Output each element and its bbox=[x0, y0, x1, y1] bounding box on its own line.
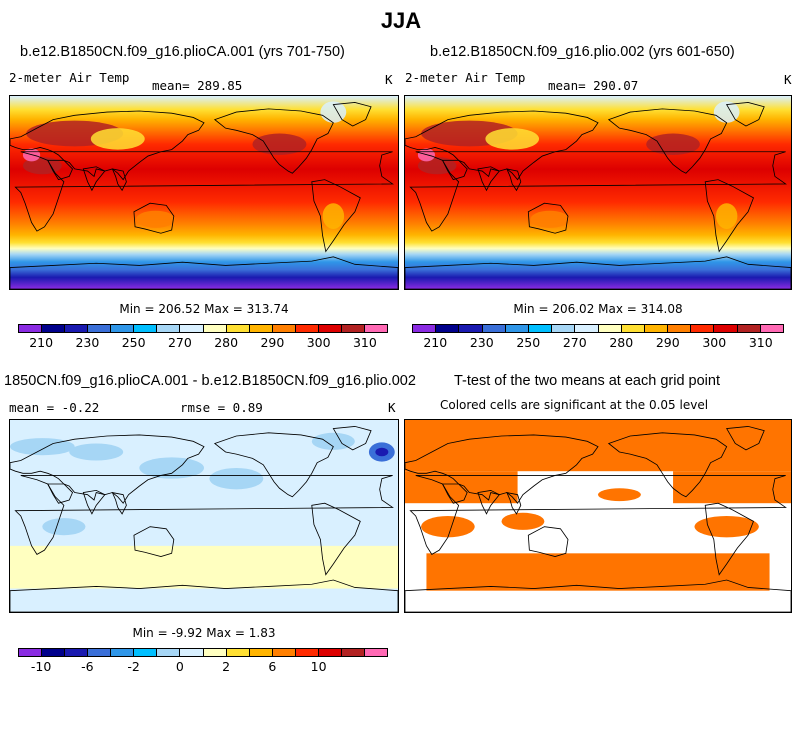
colorbar-tick-label: 250 bbox=[121, 335, 146, 350]
colorbar-box bbox=[505, 325, 529, 332]
colorbar-box bbox=[203, 649, 227, 656]
colorbar-box bbox=[575, 325, 599, 332]
colorbar-tick-label: 310 bbox=[352, 335, 377, 350]
panel3-title: 1850CN.f09_g16.plioCA.001 - b.e12.B1850C… bbox=[4, 373, 416, 389]
colorbar-box bbox=[42, 325, 66, 332]
colorbar-tick-label: 310 bbox=[748, 335, 773, 350]
colorbar-tick-label: 6 bbox=[268, 659, 277, 674]
colorbar-box bbox=[134, 325, 158, 332]
colorbar-tick-label: -6 bbox=[81, 659, 94, 674]
panel1-temperature-map bbox=[9, 95, 399, 290]
panel1-colorbar bbox=[18, 324, 388, 333]
colorbar-box bbox=[249, 649, 273, 656]
panel1-colorbar-ticks: 210 230 250 270 280 290 300 310 bbox=[18, 335, 388, 351]
panel3-rmse: rmse = 0.89 bbox=[180, 400, 263, 415]
colorbar-box bbox=[272, 325, 296, 332]
colorbar-box bbox=[341, 649, 365, 656]
colorbar-box bbox=[65, 325, 89, 332]
colorbar-tick-label: 280 bbox=[214, 335, 239, 350]
colorbar-box bbox=[157, 325, 181, 332]
colorbar-tick-label: 210 bbox=[29, 335, 54, 350]
panel1-variable: 2-meter Air Temp bbox=[9, 70, 130, 85]
colorbar-box bbox=[598, 325, 622, 332]
colorbar-box bbox=[157, 649, 181, 656]
colorbar-box bbox=[180, 649, 204, 656]
colorbar-box bbox=[134, 649, 158, 656]
panel4-subtitle: Colored cells are significant at the 0.0… bbox=[440, 398, 709, 412]
colorbar-tick-label: -10 bbox=[30, 659, 52, 674]
panel2-units: K bbox=[784, 72, 792, 87]
colorbar-box bbox=[621, 325, 645, 332]
colorbar-tick-label: 2 bbox=[222, 659, 231, 674]
colorbar-box bbox=[226, 325, 250, 332]
colorbar-box bbox=[88, 325, 112, 332]
colorbar-tick-label: 250 bbox=[516, 335, 541, 350]
panel2-title: b.e12.B1850CN.f09_g16.plio.002 (yrs 601-… bbox=[430, 44, 735, 60]
colorbar-box bbox=[111, 325, 135, 332]
colorbar-box bbox=[436, 325, 460, 332]
colorbar-box bbox=[249, 325, 273, 332]
colorbar-box bbox=[528, 325, 553, 332]
panel1-minmax: Min = 206.52 Max = 313.74 bbox=[119, 302, 289, 316]
panel3-colorbar bbox=[18, 648, 388, 657]
colorbar-box bbox=[364, 649, 387, 656]
colorbar-tick-label: 290 bbox=[260, 335, 285, 350]
colorbar-tick-label: 300 bbox=[306, 335, 331, 350]
panel3-difference-map bbox=[9, 419, 399, 613]
colorbar-box bbox=[318, 649, 342, 656]
panel3-mean: mean = -0.22 bbox=[9, 400, 100, 415]
colorbar-tick-label: 270 bbox=[167, 335, 192, 350]
colorbar-box bbox=[714, 325, 738, 332]
panel1-title: b.e12.B1850CN.f09_g16.plioCA.001 (yrs 70… bbox=[20, 44, 345, 60]
colorbar-box bbox=[459, 325, 483, 332]
panel2-temperature-map bbox=[404, 95, 792, 290]
colorbar-box bbox=[226, 649, 250, 656]
colorbar-box bbox=[760, 325, 783, 332]
colorbar-box bbox=[482, 325, 506, 332]
colorbar-tick-label: 230 bbox=[75, 335, 100, 350]
panel3-colorbar-ticks: -10 -6 -2 0 2 6 10 bbox=[18, 659, 388, 675]
colorbar-tick-label: 300 bbox=[702, 335, 727, 350]
colorbar-tick-label: 280 bbox=[609, 335, 634, 350]
colorbar-box bbox=[203, 325, 227, 332]
colorbar-tick-label: 210 bbox=[423, 335, 448, 350]
colorbar-box bbox=[644, 325, 669, 332]
panel3-minmax: Min = -9.92 Max = 1.83 bbox=[132, 626, 276, 640]
panel3-units: K bbox=[388, 400, 396, 415]
colorbar-box bbox=[19, 649, 43, 656]
main-title: JJA bbox=[380, 8, 422, 33]
panel4-title: T-test of the two means at each grid poi… bbox=[454, 373, 720, 389]
colorbar-box bbox=[19, 325, 43, 332]
colorbar-tick-label: 290 bbox=[655, 335, 680, 350]
panel2-minmax: Min = 206.02 Max = 314.08 bbox=[513, 302, 683, 316]
panel2-colorbar bbox=[412, 324, 784, 333]
colorbar-box bbox=[180, 325, 204, 332]
panel2-colorbar-ticks: 210 230 250 270 280 290 300 310 bbox=[412, 335, 784, 351]
colorbar-tick-label: 230 bbox=[469, 335, 494, 350]
colorbar-box bbox=[318, 325, 342, 332]
panel4-significance-map bbox=[404, 419, 792, 613]
colorbar-box bbox=[552, 325, 576, 332]
colorbar-box bbox=[737, 325, 761, 332]
panel2-mean: mean= 290.07 bbox=[548, 78, 639, 93]
colorbar-box bbox=[272, 649, 296, 656]
colorbar-box bbox=[668, 325, 692, 332]
colorbar-box bbox=[341, 325, 365, 332]
panel1-mean: mean= 289.85 bbox=[152, 78, 243, 93]
colorbar-box bbox=[413, 325, 437, 332]
colorbar-box bbox=[111, 649, 135, 656]
colorbar-tick-label: 0 bbox=[175, 659, 184, 674]
colorbar-box bbox=[295, 649, 319, 656]
colorbar-tick-label: 270 bbox=[562, 335, 587, 350]
colorbar-box bbox=[295, 325, 319, 332]
colorbar-box bbox=[691, 325, 715, 332]
colorbar-box bbox=[364, 325, 387, 332]
colorbar-box bbox=[65, 649, 89, 656]
colorbar-box bbox=[42, 649, 66, 656]
colorbar-tick-label: -2 bbox=[127, 659, 140, 674]
panel1-units: K bbox=[385, 72, 393, 87]
panel2-variable: 2-meter Air Temp bbox=[405, 70, 526, 85]
colorbar-box bbox=[88, 649, 112, 656]
colorbar-tick-label: 10 bbox=[310, 659, 327, 674]
